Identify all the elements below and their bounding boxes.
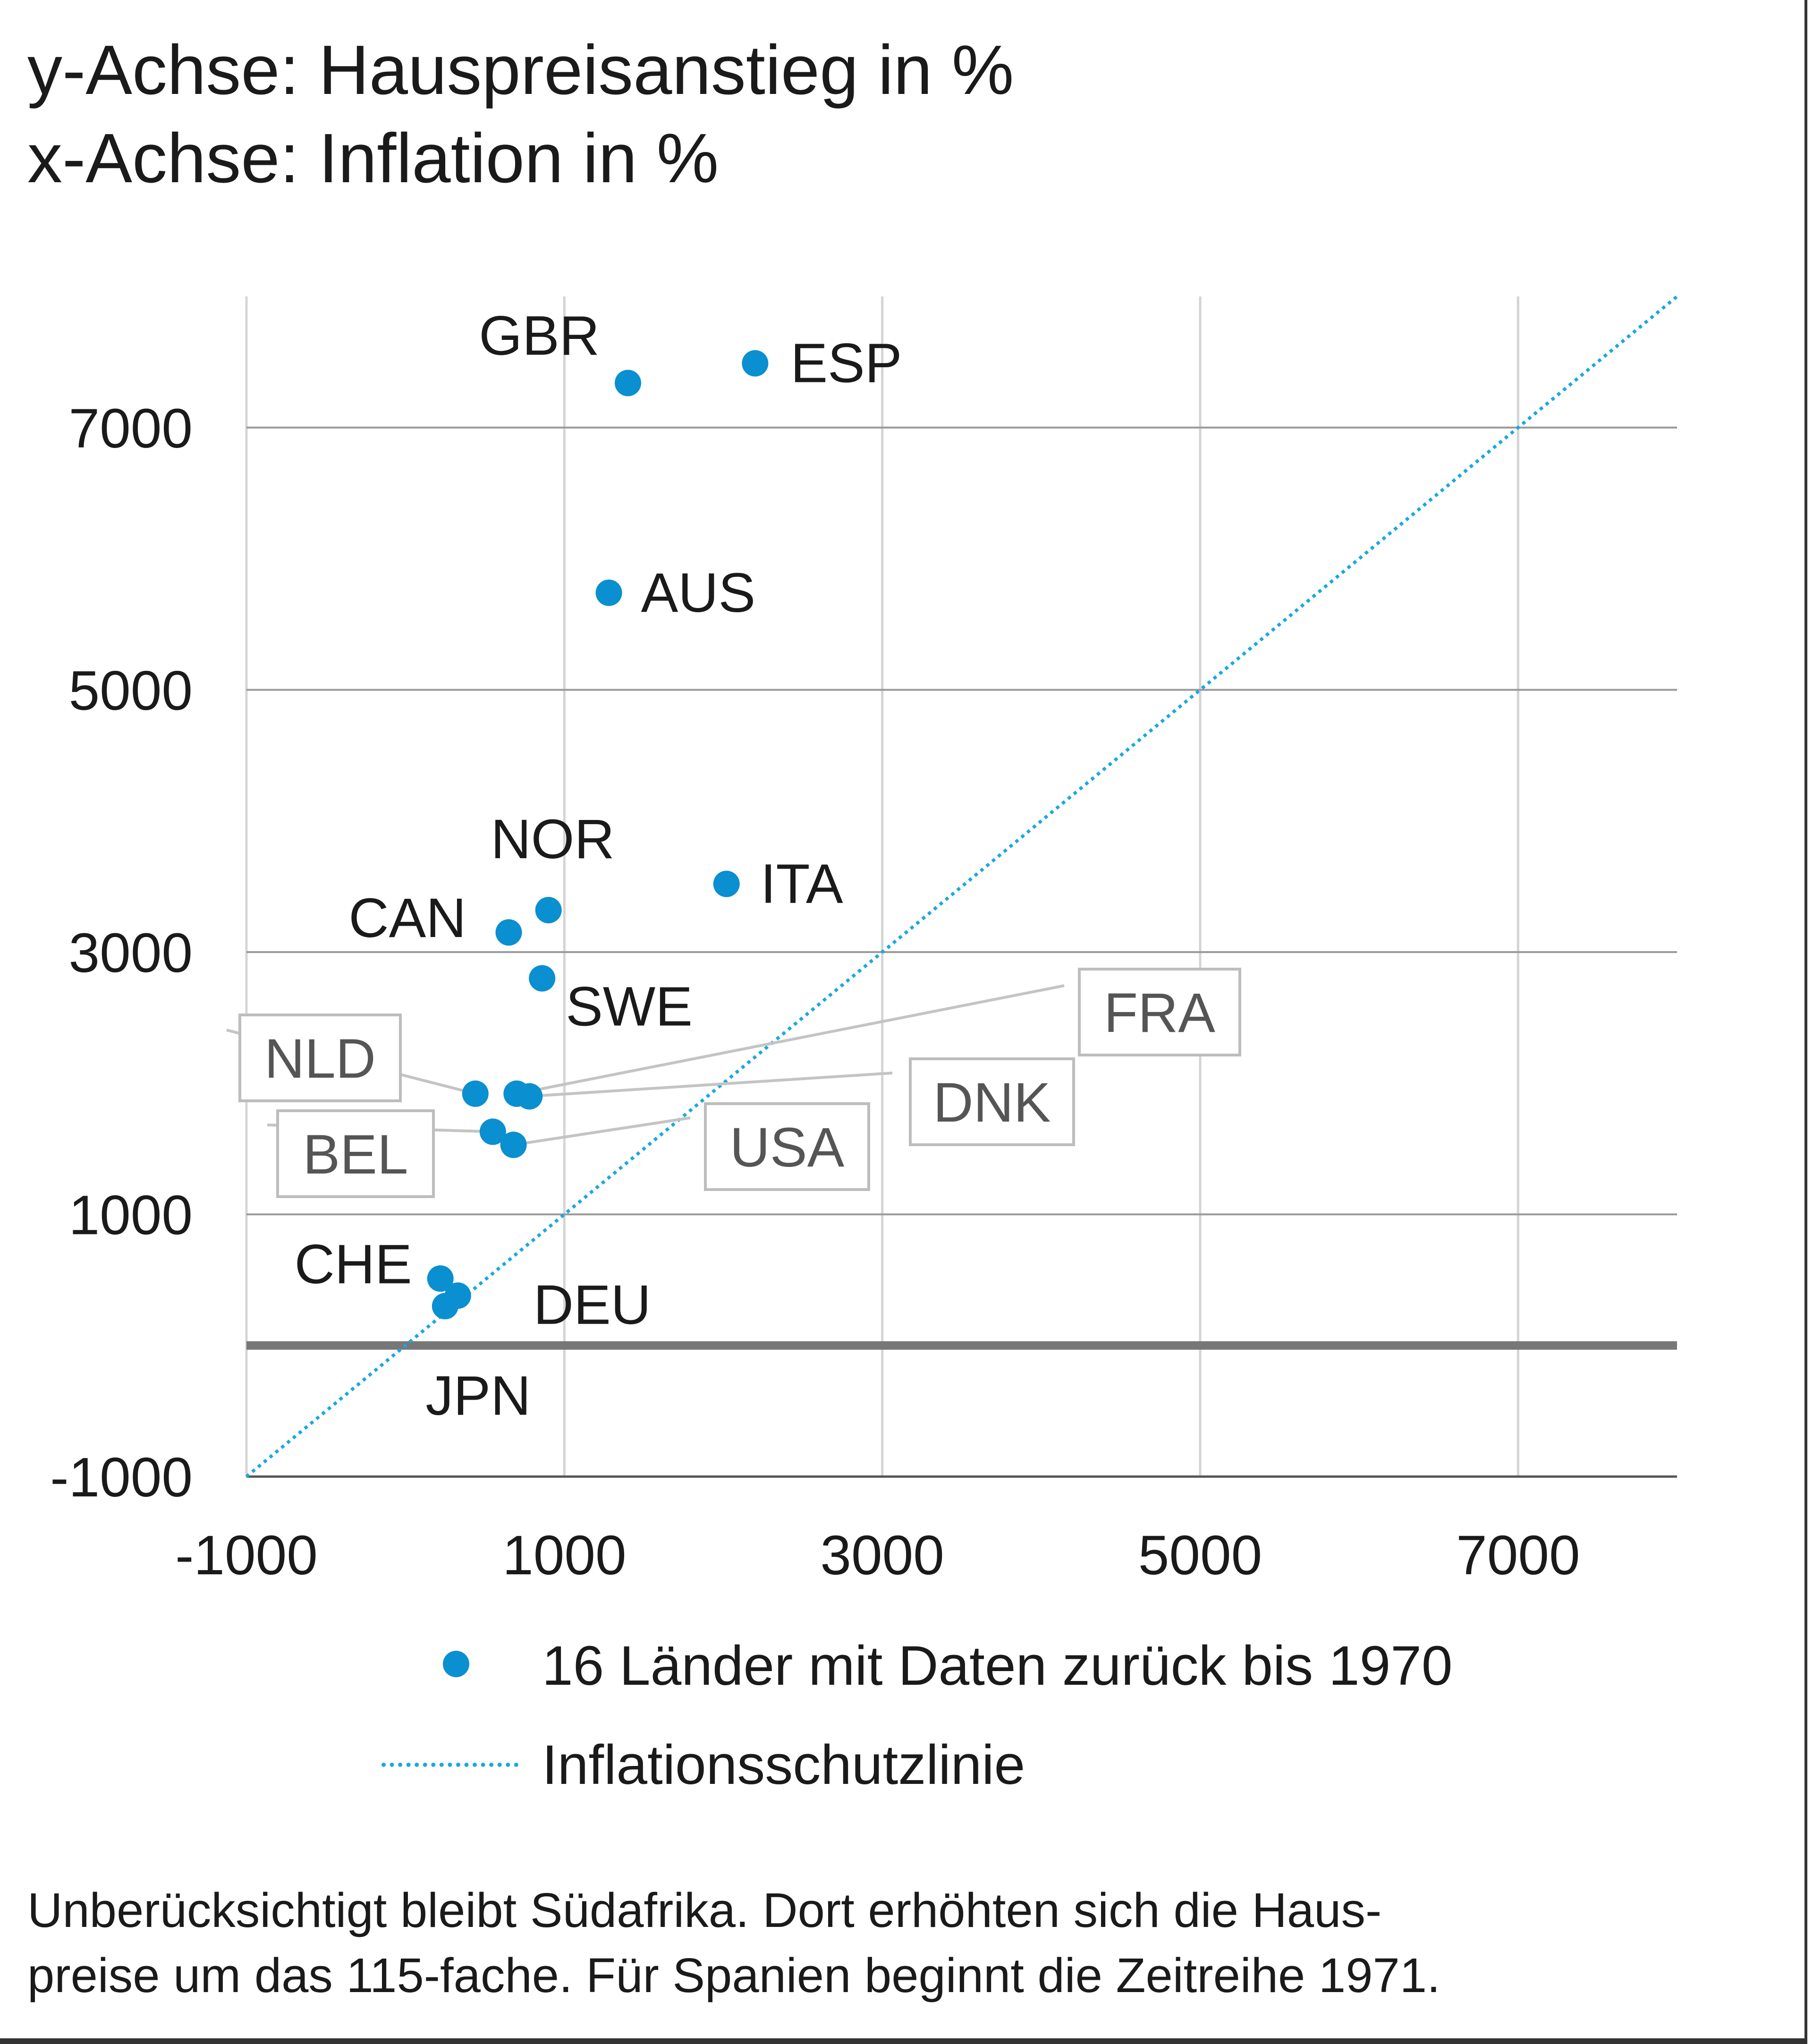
point-label-swe: SWE	[566, 975, 693, 1038]
x-tick-label: 1000	[502, 1524, 627, 1587]
point-label-che: CHE	[295, 1233, 412, 1296]
y-axis-description: y-Achse: Hauspreisanstieg in %	[27, 31, 1014, 109]
data-point-ita	[713, 870, 740, 897]
legend-marker-points	[443, 1651, 469, 1677]
point-label-fra: FRA	[1104, 982, 1215, 1044]
callout-box-usa	[704, 1102, 870, 1191]
callout-leader-usa	[513, 1116, 691, 1147]
callout-box-nld	[238, 1014, 402, 1102]
legend-marker-reference-line	[381, 1763, 518, 1767]
footnote-line-1: Unberücksichtigt bleibt Südafrika. Dort …	[27, 1883, 1382, 1937]
point-label-gbr: GBR	[479, 304, 600, 367]
footnote-line-2: preise um das 115-fache. Für Spanien beg…	[27, 1948, 1440, 2002]
data-point-esp	[742, 350, 769, 377]
data-point-bel	[479, 1118, 506, 1145]
data-point-gbr	[615, 370, 641, 397]
callout-leader-dnk	[529, 1072, 893, 1098]
x-tick-label: -1000	[175, 1524, 318, 1587]
point-label-jpn: JPN	[425, 1365, 531, 1427]
data-point-nld	[462, 1080, 489, 1107]
legend-label-reference-line: Inflationsschutzlinie	[542, 1734, 1025, 1796]
point-label-esp: ESP	[790, 332, 902, 395]
point-label-can: CAN	[348, 887, 466, 949]
data-point-aus	[595, 579, 622, 606]
data-point-dnk	[516, 1083, 543, 1110]
y-tick-label: 1000	[68, 1184, 193, 1246]
data-point-usa	[500, 1132, 527, 1158]
callout-leader-fra	[516, 984, 1065, 1095]
point-label-deu: DEU	[534, 1274, 651, 1336]
point-label-nld: NLD	[264, 1028, 376, 1090]
point-label-usa: USA	[730, 1116, 845, 1179]
callout-box-bel	[276, 1109, 435, 1198]
data-point-swe	[529, 965, 556, 992]
point-label-ita: ITA	[761, 853, 843, 915]
y-tick-label: 7000	[68, 397, 193, 460]
scatter-chart: -1000 1000 3000 5000 7000 -1000 1000 3000 5000 70…	[50, 295, 1678, 1587]
y-tick-label: -1000	[50, 1446, 193, 1509]
data-point-can	[495, 919, 522, 946]
point-label-nor: NOR	[491, 808, 614, 870]
x-axis-description: x-Achse: Inflation in %	[27, 119, 719, 197]
y-tick-label: 3000	[68, 922, 193, 984]
data-point-nor	[535, 897, 562, 923]
x-tick-label: 5000	[1138, 1524, 1262, 1587]
callout-box-fra	[1078, 968, 1241, 1056]
point-label-bel: BEL	[303, 1123, 408, 1186]
frame-bottom-border	[0, 2038, 1807, 2044]
point-label-aus: AUS	[641, 562, 756, 624]
legend-label-points: 16 Länder mit Daten zurück bis 1970	[542, 1635, 1453, 1697]
x-tick-label: 3000	[820, 1524, 944, 1587]
frame-right-border	[1805, 0, 1807, 2044]
callout-box-dnk	[909, 1057, 1075, 1146]
y-tick-label: 5000	[68, 659, 193, 722]
point-label-dnk: DNK	[933, 1072, 1051, 1134]
data-point-jpn	[432, 1292, 458, 1319]
x-tick-label: 7000	[1456, 1524, 1580, 1587]
data-point-che	[427, 1265, 454, 1292]
